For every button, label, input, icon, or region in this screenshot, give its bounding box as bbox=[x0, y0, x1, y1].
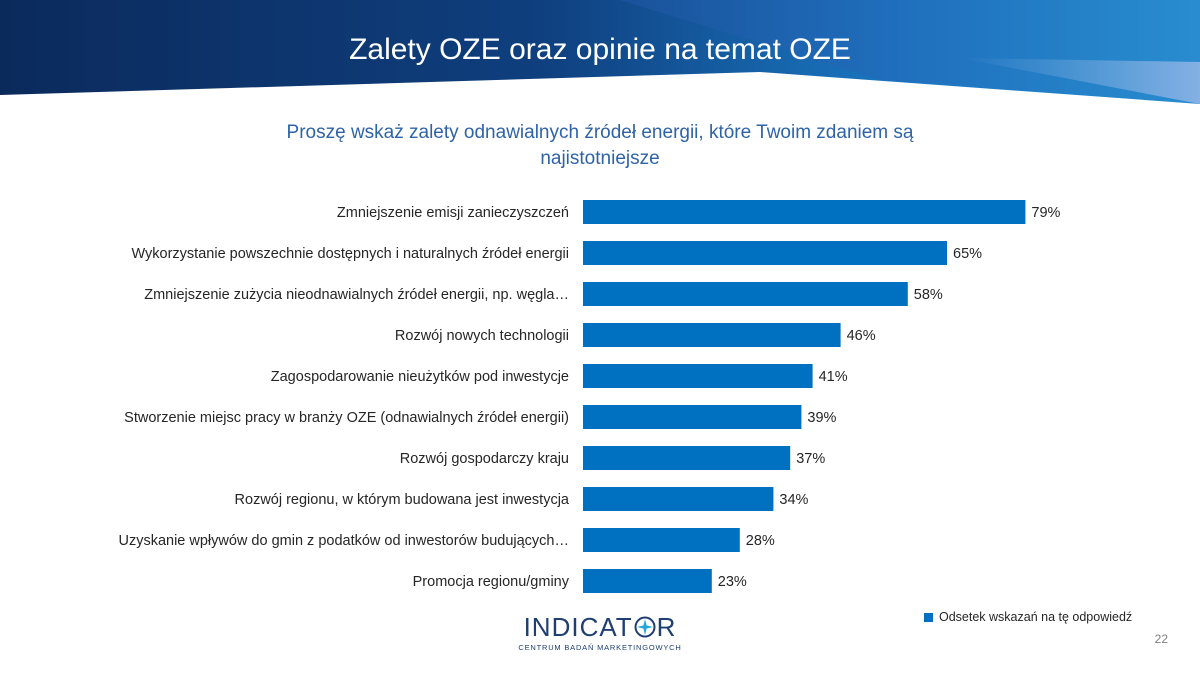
value-label: 79% bbox=[1031, 205, 1060, 221]
category-label: Rozwój gospodarczy kraju bbox=[400, 451, 569, 467]
value-label: 41% bbox=[819, 369, 848, 385]
logo-word-end: R bbox=[656, 612, 677, 642]
category-label: Wykorzystanie powszechnie dostępnych i n… bbox=[131, 246, 569, 262]
slide-title: Zalety OZE oraz opinie na temat OZE bbox=[349, 33, 851, 66]
page-number: 22 bbox=[1154, 632, 1168, 646]
legend-label: Odsetek wskazań na tę odpowiedź bbox=[939, 610, 1133, 624]
logo-star-icon bbox=[634, 616, 656, 638]
category-label: Zmniejszenie zużycia nieodnawialnych źró… bbox=[144, 287, 569, 303]
category-label: Rozwój regionu, w którym budowana jest i… bbox=[235, 492, 570, 508]
logo-wordmark: INDICAT R bbox=[500, 612, 700, 642]
category-label: Stworzenie miejsc pracy w branży OZE (od… bbox=[124, 410, 569, 426]
header-band bbox=[0, 0, 1200, 104]
category-label: Zagospodarowanie nieużytków pod inwestyc… bbox=[271, 369, 569, 385]
value-label: 23% bbox=[718, 574, 747, 590]
value-label: 65% bbox=[953, 246, 982, 262]
category-label: Zmniejszenie emisji zanieczyszczeń bbox=[337, 205, 569, 221]
bar bbox=[583, 446, 791, 470]
bar bbox=[583, 241, 947, 265]
bar bbox=[583, 323, 841, 347]
bar bbox=[583, 282, 908, 306]
value-label: 34% bbox=[779, 492, 808, 508]
logo-tagline: CENTRUM BADAŃ MARKETINGOWYCH bbox=[518, 643, 682, 652]
bar bbox=[583, 364, 813, 388]
bar bbox=[583, 200, 1026, 224]
logo-word-start: INDICAT bbox=[523, 612, 633, 642]
value-label: 39% bbox=[807, 410, 836, 426]
bar bbox=[583, 569, 712, 593]
category-label: Promocja regionu/gminy bbox=[413, 574, 570, 590]
value-label: 46% bbox=[847, 328, 876, 344]
bar bbox=[583, 405, 802, 429]
value-label: 37% bbox=[796, 451, 825, 467]
chart-legend: Odsetek wskazań na tę odpowiedź bbox=[924, 610, 1132, 624]
value-label: 28% bbox=[746, 533, 775, 549]
indicator-logo: INDICAT R CENTRUM BADAŃ MARKETINGOWYCH bbox=[500, 612, 700, 660]
value-label: 58% bbox=[914, 287, 943, 303]
bar bbox=[583, 528, 740, 552]
legend-swatch bbox=[924, 612, 933, 622]
chart-subtitle: Proszę wskaż zalety odnawialnych źródeł … bbox=[286, 122, 914, 169]
category-label: Uzyskanie wpływów do gmin z podatków od … bbox=[118, 533, 569, 549]
bar bbox=[583, 487, 774, 511]
category-label: Rozwój nowych technologii bbox=[395, 328, 569, 344]
